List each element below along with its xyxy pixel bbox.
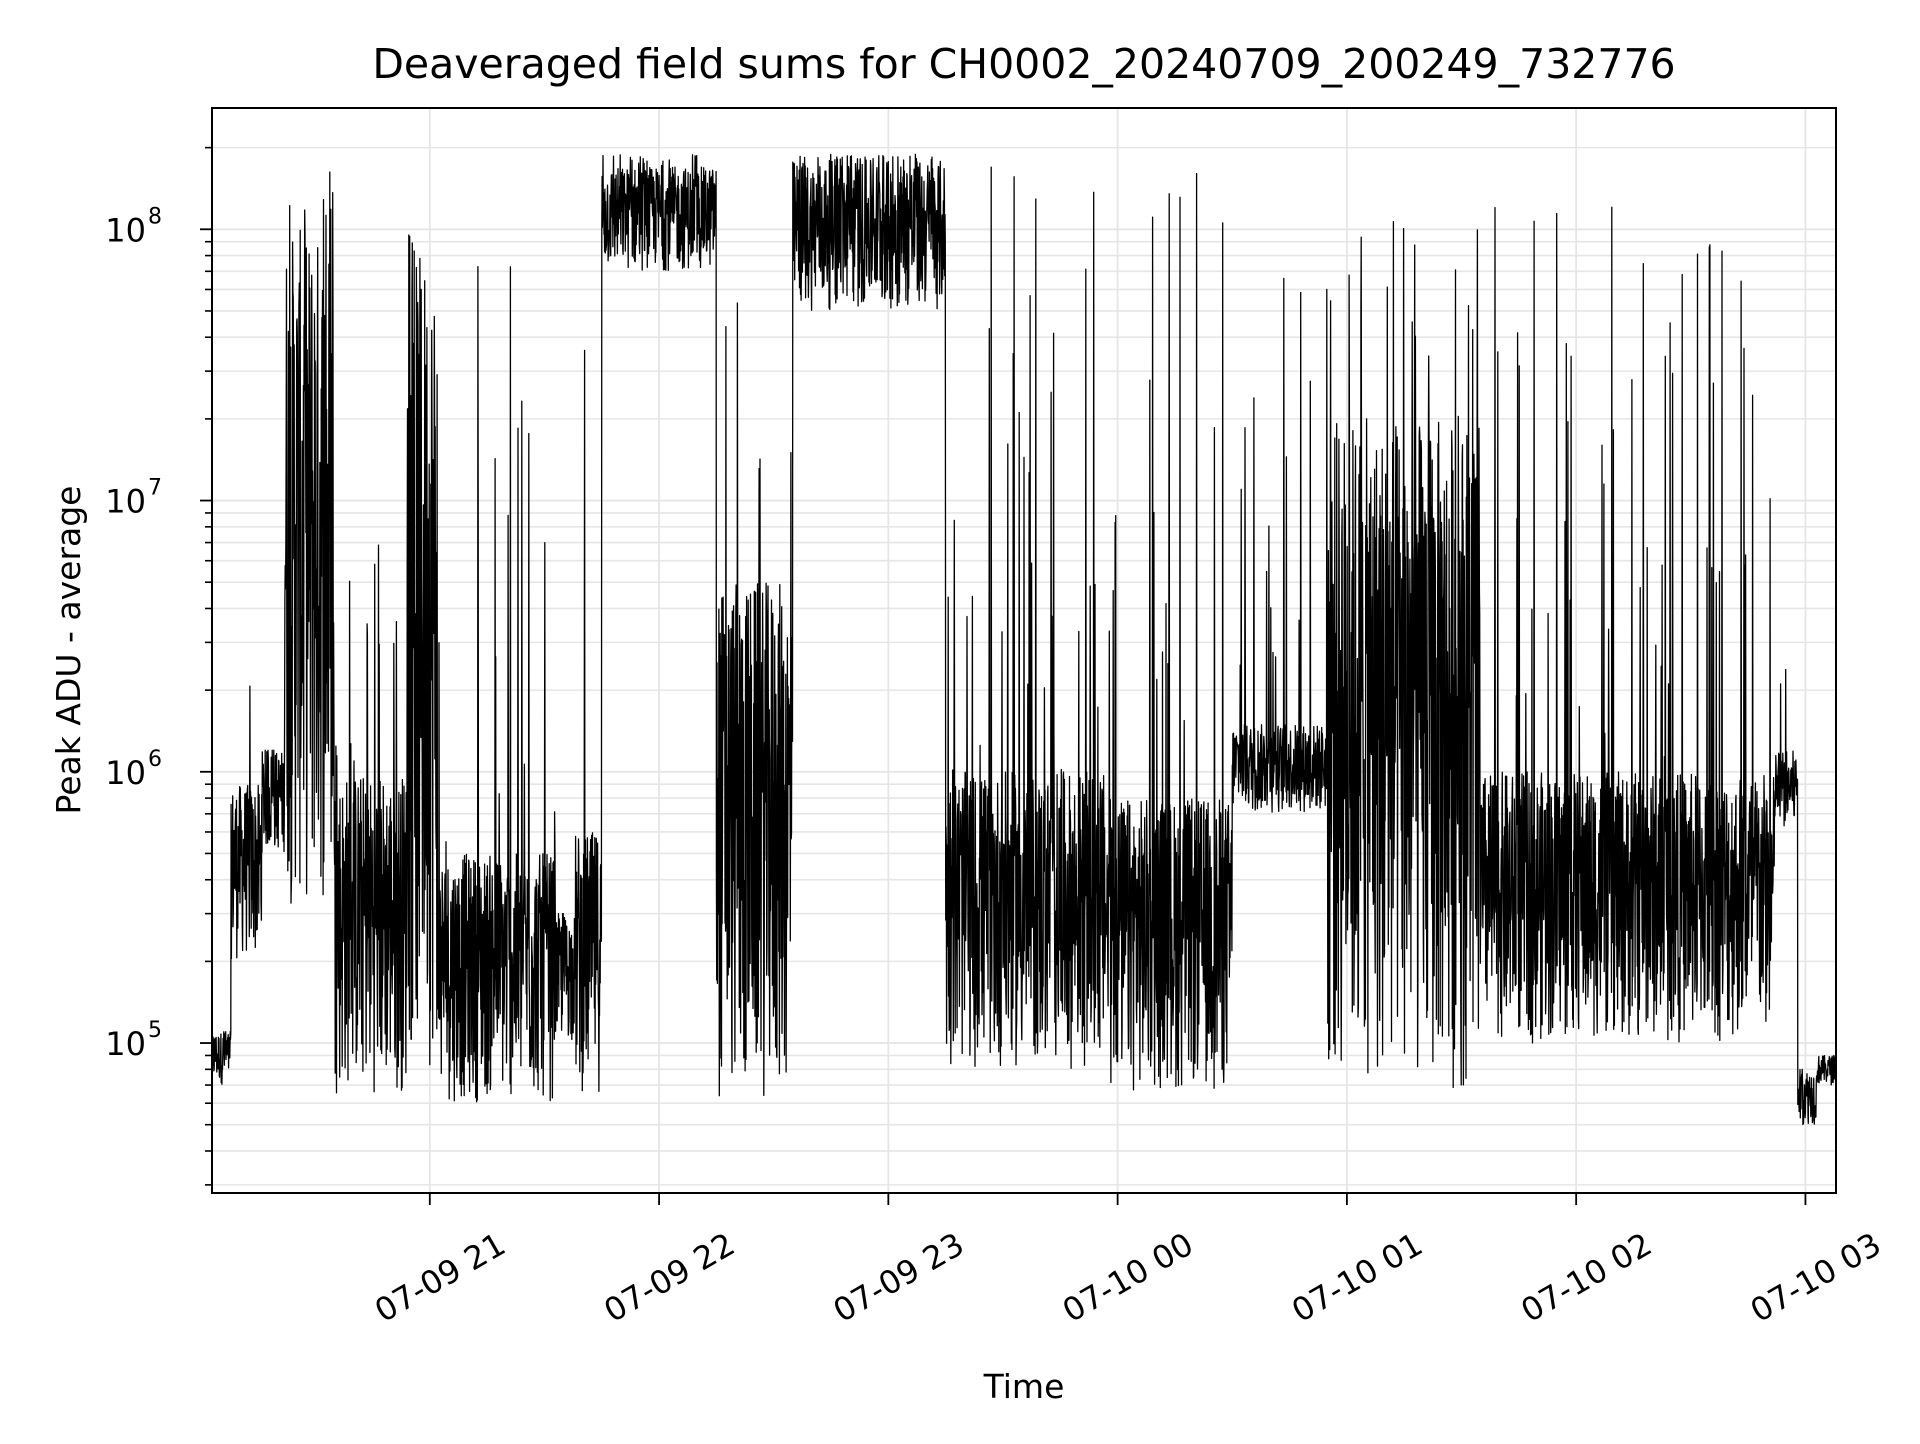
- y-tick-exponent: 8: [148, 204, 162, 229]
- y-tick-label: 10: [105, 211, 146, 249]
- y-tick-label: 10: [105, 754, 146, 792]
- y-tick-exponent: 6: [148, 747, 162, 772]
- y-tick-exponent: 5: [148, 1018, 162, 1043]
- series-line: [211, 153, 1837, 1126]
- y-tick-exponent: 7: [148, 476, 162, 501]
- y-tick-label: 10: [105, 483, 146, 521]
- y-axis-label: Peak ADU - average: [49, 486, 88, 815]
- chart-title: Deaveraged field sums for CH0002_2024070…: [372, 40, 1675, 88]
- y-tick-label: 10: [105, 1025, 146, 1063]
- series: [211, 153, 1837, 1126]
- x-axis-label: Time: [983, 1367, 1065, 1406]
- plot-frame: [211, 107, 1837, 1194]
